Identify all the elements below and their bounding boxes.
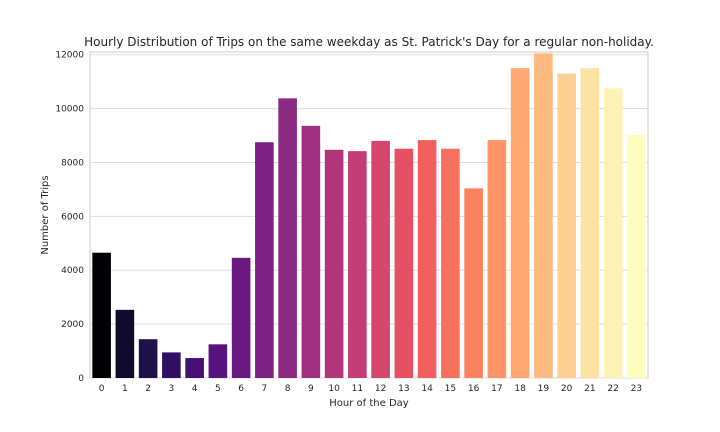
y-gridlines [90, 54, 648, 379]
bar-hour-17 [487, 140, 507, 378]
bar-hour-6 [231, 257, 251, 378]
x-tick-label: 5 [215, 384, 221, 394]
bar-hour-0 [92, 252, 111, 378]
y-tick-label: 4000 [61, 266, 84, 276]
bar-hour-11 [348, 151, 367, 378]
x-tick-label: 23 [631, 384, 642, 394]
bar-hour-18 [510, 68, 530, 379]
y-tick-label: 10000 [55, 105, 84, 115]
x-tick-label: 4 [192, 384, 198, 394]
x-tick-label: 15 [445, 384, 456, 394]
x-tick-label: 14 [421, 384, 433, 394]
bar-hour-4 [185, 358, 204, 378]
y-tick-label: 6000 [61, 212, 84, 222]
x-tick-label: 6 [238, 384, 244, 394]
bar-hour-14 [417, 140, 437, 378]
x-tick-label: 7 [262, 384, 268, 394]
bar-hour-21 [580, 68, 600, 379]
x-tick-label: 9 [308, 384, 314, 394]
x-tick-label: 12 [375, 384, 386, 394]
x-tick-label: 3 [169, 384, 175, 394]
chart-title: Hourly Distribution of Trips on the same… [84, 35, 654, 49]
bar-hour-3 [162, 352, 181, 378]
y-tick-label: 8000 [61, 158, 84, 168]
x-tick-label: 16 [468, 384, 480, 394]
x-tick-label: 20 [561, 384, 573, 394]
x-axis-label: Hour of the Day [329, 398, 409, 409]
y-tick-label: 12000 [55, 51, 84, 61]
bar-hour-1 [115, 309, 135, 378]
x-tick-label: 8 [285, 384, 291, 394]
y-tick-label: 0 [78, 374, 84, 384]
bar-hour-20 [557, 73, 576, 379]
x-tick-label: 13 [398, 384, 409, 394]
bars [92, 53, 646, 379]
x-tick-label: 21 [584, 384, 595, 394]
x-tick-labels: 0 1 2 3 4 5 6 7 8 9 10 11 12 13 14 15 16 17 18 19 20 21 22 23 [99, 384, 642, 394]
x-tick-label: 19 [538, 384, 550, 394]
bar-hour-16 [464, 188, 483, 378]
bar-hour-5 [208, 344, 228, 378]
bar-hour-22 [603, 88, 623, 379]
bar-hour-2 [138, 339, 158, 378]
bar-hour-8 [278, 98, 297, 378]
bar-hour-9 [301, 125, 321, 378]
bar-hour-15 [441, 148, 460, 378]
bar-hour-23 [627, 134, 646, 378]
bar-hour-10 [324, 149, 344, 378]
bar-hour-19 [534, 53, 553, 378]
bar-hour-13 [394, 148, 414, 378]
y-tick-label: 2000 [61, 320, 84, 330]
x-tick-label: 18 [514, 384, 526, 394]
x-tick-label: 1 [122, 384, 128, 394]
x-tick-label: 10 [328, 384, 340, 394]
bar-hour-7 [255, 142, 274, 378]
x-tick-label: 22 [607, 384, 618, 394]
x-tick-label: 11 [352, 384, 363, 394]
x-tick-label: 2 [145, 384, 151, 394]
y-tick-labels: 0 2000 4000 6000 8000 10000 12000 [55, 51, 84, 384]
y-axis-label: Number of Trips [40, 175, 51, 254]
x-tick-label: 17 [491, 384, 502, 394]
bar-hour-12 [371, 140, 390, 378]
x-tick-label: 0 [99, 384, 105, 394]
